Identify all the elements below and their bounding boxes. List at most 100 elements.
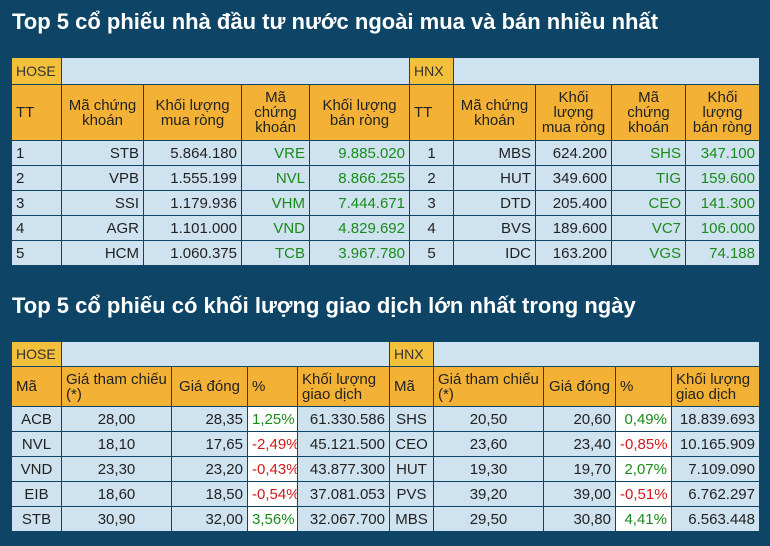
header-kl-mua: Khối lượng mua ròng: [143, 84, 242, 141]
buy-code-cell: IDC: [453, 240, 536, 266]
buy-code-cell: SSI: [61, 190, 144, 216]
table-row: 2 VPB 1.555.199 NVL 8.866.255 2 HUT 349.600 TIG 1…: [11, 165, 760, 191]
sell-code-cell: VC7: [611, 215, 686, 241]
change-pct-cell: -0,43%: [247, 456, 298, 482]
hose-caption-cell: [61, 57, 410, 85]
hose-label: HOSE: [11, 57, 62, 85]
close-price-cell: 28,35: [171, 406, 248, 432]
header-pct: %: [247, 366, 298, 407]
change-pct-cell: -0,85%: [615, 431, 672, 457]
buy-code-cell: HUT: [453, 165, 536, 191]
header-ref-price: Giá tham chiếu (*): [433, 366, 544, 407]
change-pct-cell: 4,41%: [615, 506, 672, 532]
rank-cell: 2: [11, 165, 62, 191]
table-row: NVL 18,10 17,65 -2,49% 45.121.500 CEO 23,60 23,…: [11, 431, 760, 457]
hnx-caption-cell: [433, 341, 760, 367]
close-price-cell: 19,70: [543, 456, 616, 482]
rank-cell: 5: [11, 240, 62, 266]
change-pct-cell: 3,56%: [247, 506, 298, 532]
close-price-cell: 23,40: [543, 431, 616, 457]
volume-cell: 7.109.090: [671, 456, 760, 482]
sell-volume-cell: 4.829.692: [309, 215, 410, 241]
buy-volume-cell: 5.864.180: [143, 140, 242, 166]
buy-code-cell: MBS: [453, 140, 536, 166]
stock-code-cell: MBS: [389, 506, 434, 532]
close-price-cell: 18,50: [171, 481, 248, 507]
ref-price-cell: 18,10: [61, 431, 172, 457]
header-ma-ck: Mã chứng khoán: [453, 84, 536, 141]
change-pct-cell: 0,49%: [615, 406, 672, 432]
table-row: EIB 18,60 18,50 -0,54% 37.081.053 PVS 39,20 39,…: [11, 481, 760, 507]
top-volume-table: HOSE HNX Mã Giá tham chiếu (*) Giá đóng …: [11, 341, 760, 532]
sell-code-cell: CEO: [611, 190, 686, 216]
buy-code-cell: AGR: [61, 215, 144, 241]
volume-cell: 6.563.448: [671, 506, 760, 532]
header-close-price: Giá đóng: [543, 366, 616, 407]
close-price-cell: 20,60: [543, 406, 616, 432]
stock-code-cell: PVS: [389, 481, 434, 507]
table-row: STB 30,90 32,00 3,56% 32.067.700 MBS 29,50 30,8…: [11, 506, 760, 532]
ref-price-cell: 29,50: [433, 506, 544, 532]
change-pct-cell: -0,51%: [615, 481, 672, 507]
sell-volume-cell: 347.100: [685, 140, 760, 166]
hnx-label: HNX: [389, 341, 434, 367]
sell-volume-cell: 141.300: [685, 190, 760, 216]
volume-cell: 18.839.693: [671, 406, 760, 432]
header-volume: Khối lượng giao dịch: [671, 366, 760, 407]
hnx-caption-cell: [453, 57, 760, 85]
volume-cell: 45.121.500: [297, 431, 390, 457]
change-pct-cell: 2,07%: [615, 456, 672, 482]
buy-code-cell: DTD: [453, 190, 536, 216]
header-ma-ck: Mã chứng khoán: [61, 84, 144, 141]
buy-volume-cell: 624.200: [535, 140, 612, 166]
sell-volume-cell: 106.000: [685, 215, 760, 241]
rank-cell: 1: [409, 140, 454, 166]
header-ref-price: Giá tham chiếu (*): [61, 366, 172, 407]
stock-code-cell: SHS: [389, 406, 434, 432]
ref-price-cell: 20,50: [433, 406, 544, 432]
table-row: 4 AGR 1.101.000 VND 4.829.692 4 BVS 189.600 VC7 1…: [11, 215, 760, 241]
buy-volume-cell: 1.101.000: [143, 215, 242, 241]
header-ma: Mã: [11, 366, 62, 407]
sell-volume-cell: 7.444.671: [309, 190, 410, 216]
stock-code-cell: EIB: [11, 481, 62, 507]
close-price-cell: 17,65: [171, 431, 248, 457]
close-price-cell: 32,00: [171, 506, 248, 532]
header-volume: Khối lượng giao dịch: [297, 366, 390, 407]
table-row: 5 HCM 1.060.375 TCB 3.967.780 5 IDC 163.200 VGS 7…: [11, 240, 760, 266]
stock-code-cell: VND: [11, 456, 62, 482]
volume-cell: 32.067.700: [297, 506, 390, 532]
stock-code-cell: HUT: [389, 456, 434, 482]
buy-volume-cell: 1.555.199: [143, 165, 242, 191]
sell-volume-cell: 9.885.020: [309, 140, 410, 166]
stock-code-cell: CEO: [389, 431, 434, 457]
header-close-price: Giá đóng: [171, 366, 248, 407]
ref-price-cell: 23,30: [61, 456, 172, 482]
stock-code-cell: ACB: [11, 406, 62, 432]
section2-title: Top 5 cổ phiếu có khối lượng giao dịch l…: [12, 293, 636, 318]
sell-volume-cell: 3.967.780: [309, 240, 410, 266]
close-price-cell: 30,80: [543, 506, 616, 532]
sell-code-cell: VHM: [241, 190, 310, 216]
buy-volume-cell: 189.600: [535, 215, 612, 241]
header-kl-ban: Khối lượng bán ròng: [309, 84, 410, 141]
buy-code-cell: STB: [61, 140, 144, 166]
sell-code-cell: TCB: [241, 240, 310, 266]
rank-cell: 1: [11, 140, 62, 166]
close-price-cell: 39,00: [543, 481, 616, 507]
header-ma-ck: Mã chứng khoán: [241, 84, 310, 141]
buy-volume-cell: 163.200: [535, 240, 612, 266]
change-pct-cell: -2,49%: [247, 431, 298, 457]
sell-volume-cell: 159.600: [685, 165, 760, 191]
header-tt: TT: [409, 84, 454, 141]
sell-code-cell: SHS: [611, 140, 686, 166]
volume-cell: 6.762.297: [671, 481, 760, 507]
buy-code-cell: VPB: [61, 165, 144, 191]
header-kl-ban: Khối lượng bán ròng: [685, 84, 760, 141]
hose-label: HOSE: [11, 341, 62, 367]
ref-price-cell: 28,00: [61, 406, 172, 432]
header-ma: Mã: [389, 366, 434, 407]
sell-volume-cell: 74.188: [685, 240, 760, 266]
buy-code-cell: BVS: [453, 215, 536, 241]
buy-code-cell: HCM: [61, 240, 144, 266]
